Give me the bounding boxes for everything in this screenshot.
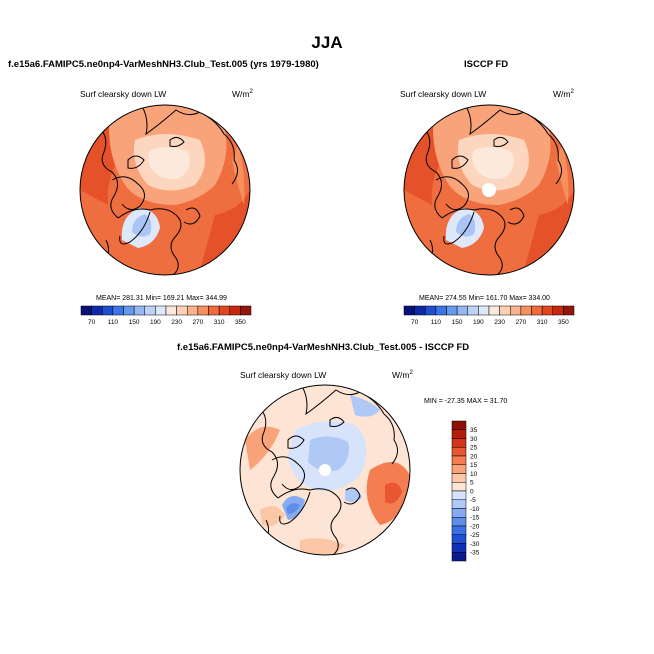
colorbar-swatch: [403, 305, 415, 316]
colorbar-tick-label: 110: [431, 319, 442, 326]
colorbar-swatch: [425, 305, 437, 316]
colorbar-tick-label: -5: [470, 497, 476, 504]
colorbar-tick-label: 5: [470, 480, 474, 487]
colorbar-tick-label: 15: [470, 462, 478, 469]
colorbar-swatch: [451, 517, 467, 527]
colorbar-swatch: [451, 455, 467, 465]
colorbar-swatch: [208, 305, 220, 316]
colorbar-tick-label: 350: [235, 319, 246, 326]
colorbar-tick-label: 150: [452, 319, 463, 326]
diff-panel-title: f.e15a6.FAMIPC5.ne0np4-VarMeshNH3.Club_T…: [177, 342, 470, 353]
colorbar-tick-label: 270: [192, 319, 203, 326]
colorbar-swatch: [451, 482, 467, 492]
colorbar-swatch: [102, 305, 114, 316]
colorbar-swatch: [552, 305, 564, 316]
colorbar-tick-label: -10: [470, 506, 480, 513]
colorbar-tick-label: 190: [473, 319, 484, 326]
colorbar-swatch: [563, 305, 575, 316]
obs-units-label: W/m2: [553, 89, 574, 99]
colorbar-tick-label: -35: [470, 550, 480, 557]
colorbar-swatch: [91, 305, 103, 316]
colorbar-tick-label: 310: [214, 319, 225, 326]
colorbar-swatch: [541, 305, 553, 316]
colorbar-tick-label: 150: [129, 319, 140, 326]
colorbar-swatch: [155, 305, 167, 316]
colorbar-swatch: [451, 543, 467, 553]
colorbar-swatch: [176, 305, 188, 316]
model-polar-map: [79, 104, 251, 276]
colorbar-tick-label: 0: [470, 488, 474, 495]
diff-minmax: MIN = -27.35 MAX = 31.70: [424, 398, 508, 405]
colorbar-swatch: [467, 305, 479, 316]
obs-variable-label: Surf clearsky down LW: [400, 89, 487, 99]
season-title: JJA: [311, 33, 343, 52]
model-stats: MEAN= 281.31 Min= 169.21 Max= 344.99: [96, 295, 227, 302]
colorbar-swatch: [123, 305, 135, 316]
colorbar-tick-label: 190: [150, 319, 161, 326]
colorbar-tick-label: 270: [515, 319, 526, 326]
colorbar-tick-label: 350: [558, 319, 569, 326]
diff-units-label: W/m2: [392, 370, 413, 380]
colorbar-swatch: [520, 305, 532, 316]
model-colorbar: 70 110 150 190 230 270 310 350: [80, 305, 252, 326]
colorbar-swatch: [144, 305, 156, 316]
colorbar-swatch: [451, 447, 467, 457]
colorbar-swatch: [531, 305, 543, 316]
colorbar-swatch: [133, 305, 145, 316]
colorbar-swatch: [218, 305, 230, 316]
colorbar-swatch: [510, 305, 522, 316]
colorbar-swatch: [451, 508, 467, 518]
colorbar-swatch: [451, 490, 467, 500]
model-units-label: W/m2: [232, 89, 253, 99]
diff-polar-map: [239, 384, 411, 556]
obs-panel-title: ISCCP FD: [464, 59, 509, 70]
colorbar-tick-label: 30: [470, 436, 478, 443]
model-panel-title: f.e15a6.FAMIPC5.ne0np4-VarMeshNH3.Club_T…: [8, 59, 319, 70]
model-variable-label: Surf clearsky down LW: [80, 89, 167, 99]
colorbar-tick-label: -20: [470, 523, 480, 530]
colorbar-tick-label: 230: [171, 319, 182, 326]
colorbar-tick-label: 25: [470, 445, 478, 452]
colorbar-tick-label: 35: [470, 427, 478, 434]
obs-stats: MEAN= 274.55 Min= 161.70 Max= 334.00: [419, 295, 550, 302]
colorbar-tick-label: 20: [470, 453, 478, 460]
colorbar-swatch: [451, 534, 467, 544]
colorbar-tick-label: 230: [494, 319, 505, 326]
colorbar-swatch: [451, 525, 467, 535]
colorbar-swatch: [435, 305, 447, 316]
colorbar-swatch: [446, 305, 458, 316]
diff-variable-label: Surf clearsky down LW: [240, 370, 327, 380]
colorbar-swatch: [112, 305, 124, 316]
colorbar-swatch: [488, 305, 500, 316]
colorbar-swatch: [499, 305, 511, 316]
colorbar-tick-label: -25: [470, 532, 480, 539]
colorbar-swatch: [451, 438, 467, 448]
colorbar-swatch: [80, 305, 92, 316]
colorbar-tick-label: 110: [108, 319, 119, 326]
colorbar-swatch: [451, 552, 467, 562]
colorbar-swatch: [451, 473, 467, 483]
colorbar-swatch: [451, 464, 467, 474]
colorbar-tick-label: 70: [411, 319, 419, 326]
obs-colorbar: 70 110 150 190 230 270 310 350: [403, 305, 575, 326]
colorbar-swatch: [451, 420, 467, 430]
obs-polar-map: [403, 104, 575, 276]
colorbar-swatch: [240, 305, 252, 316]
colorbar-tick-label: 310: [537, 319, 548, 326]
colorbar-swatch: [229, 305, 241, 316]
colorbar-swatch: [451, 499, 467, 509]
colorbar-tick-label: 70: [88, 319, 96, 326]
colorbar-swatch: [197, 305, 209, 316]
colorbar-tick-label: -30: [470, 541, 480, 548]
colorbar-swatch: [451, 429, 467, 439]
colorbar-swatch: [414, 305, 426, 316]
colorbar-tick-label: -15: [470, 515, 480, 522]
colorbar-swatch: [165, 305, 177, 316]
colorbar-swatch: [456, 305, 468, 316]
colorbar-swatch: [478, 305, 490, 316]
colorbar-swatch: [187, 305, 199, 316]
colorbar-tick-label: 10: [470, 471, 478, 478]
